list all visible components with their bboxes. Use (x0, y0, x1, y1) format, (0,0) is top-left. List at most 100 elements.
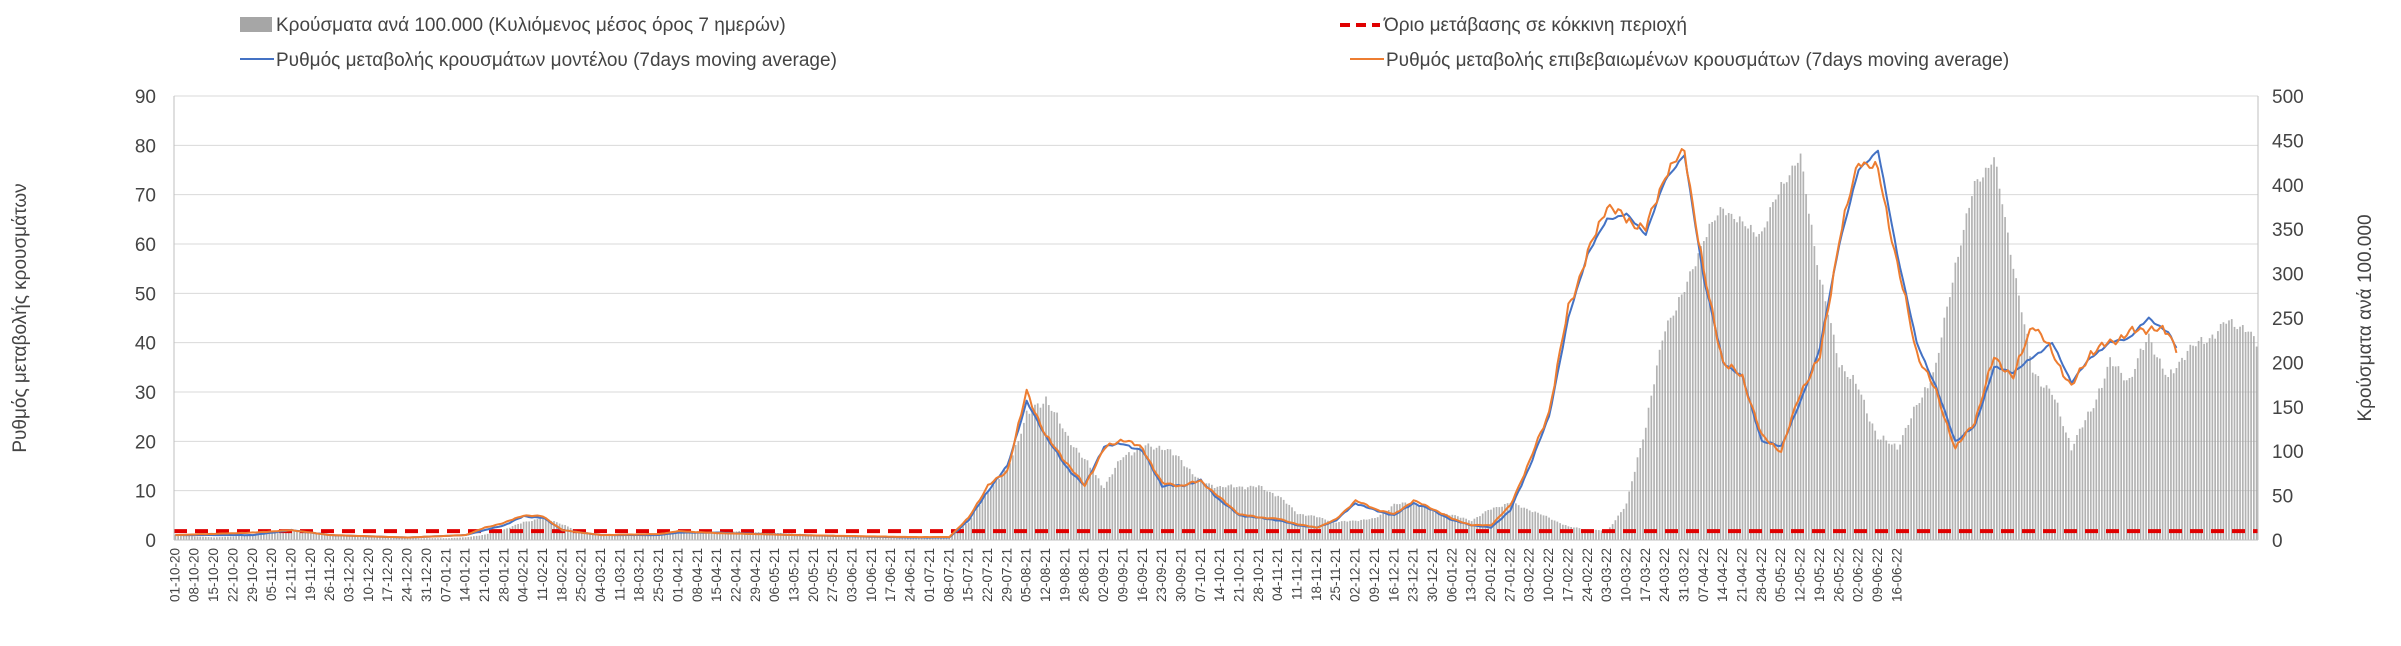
x-tick: 29-04-21 (748, 548, 763, 602)
x-tick: 10-06-21 (864, 548, 879, 602)
bar (2253, 336, 2255, 540)
x-tick-label: 01-10-20 (167, 548, 182, 602)
bar (699, 531, 702, 540)
bar (1882, 435, 1885, 540)
bar (1937, 352, 1940, 540)
bar (2009, 254, 2012, 540)
x-tick-label: 24-03-22 (1657, 548, 1672, 602)
x-tick: 30-12-21 (1425, 548, 1440, 602)
bar (796, 534, 799, 540)
bar (238, 535, 240, 540)
bar (1973, 180, 1976, 541)
bar (1542, 515, 1545, 540)
y-right-tick-label: 0 (2272, 531, 2283, 552)
bar (890, 538, 893, 540)
bar (412, 538, 414, 540)
bar (1852, 374, 1854, 540)
bar (1031, 410, 1034, 540)
bar (1683, 292, 1686, 540)
bar (1589, 529, 1592, 540)
y-right-tick-label: 50 (2272, 487, 2293, 508)
bar (1567, 526, 1570, 540)
bar (1689, 271, 1691, 540)
bar (218, 537, 221, 540)
x-tick: 04-03-21 (593, 548, 608, 602)
x-tick: 08-07-21 (941, 548, 956, 602)
bar (1957, 256, 1959, 540)
bar (1141, 447, 1144, 540)
bar (2042, 387, 2045, 540)
bar (2065, 432, 2067, 540)
bar (2239, 326, 2241, 540)
bar (525, 521, 528, 540)
bar (1092, 472, 1094, 540)
bar (2092, 408, 2095, 540)
bar (2012, 268, 2015, 540)
bar (1224, 487, 1227, 540)
bar (1150, 446, 1152, 540)
bar (840, 535, 843, 540)
bar (2106, 366, 2109, 540)
x-tick-label: 23-09-21 (1154, 548, 1169, 602)
x-tick-label: 16-09-21 (1135, 548, 1150, 602)
bar (1418, 506, 1420, 540)
x-tick-label: 10-12-20 (361, 548, 376, 602)
bar (1714, 220, 1716, 540)
bar (1238, 486, 1241, 540)
bar (987, 492, 989, 540)
bar (766, 532, 768, 540)
bar (1443, 513, 1445, 540)
bar (497, 531, 500, 540)
bar (1971, 196, 1973, 540)
bar (478, 535, 481, 540)
bar (1755, 236, 1758, 541)
x-tick-label: 26-11-20 (322, 548, 337, 601)
bar (1962, 229, 1965, 540)
bar (1863, 399, 1865, 540)
bar (1515, 503, 1517, 540)
x-tick-label: 28-10-21 (1251, 548, 1266, 602)
bar (1078, 452, 1081, 540)
y-left-tick-label: 60 (135, 235, 156, 256)
bar (1849, 378, 1852, 540)
bar (1028, 413, 1031, 540)
y-right-title-group: Κρούσματα ανά 100.000 (2355, 214, 2376, 421)
x-tick-label: 16-06-22 (1889, 548, 1904, 602)
bar (1879, 439, 1882, 540)
bar (403, 538, 406, 540)
bar (2181, 357, 2183, 540)
bar (1885, 440, 1888, 540)
x-tick: 10-03-22 (1618, 548, 1633, 602)
bar (1658, 349, 1661, 540)
bar (2125, 380, 2128, 540)
bar (326, 534, 329, 540)
bar (2120, 372, 2123, 540)
x-tick-label: 18-03-21 (632, 548, 647, 602)
x-tick-label: 29-04-21 (748, 548, 763, 602)
bar (1796, 162, 1799, 540)
bar (2250, 331, 2252, 540)
x-tick: 26-11-20 (322, 548, 337, 601)
x-tick: 25-02-21 (574, 548, 589, 602)
bar (2161, 368, 2164, 540)
x-tick-label: 15-04-21 (709, 548, 724, 602)
bar (542, 517, 544, 540)
bar (2015, 278, 2018, 540)
bar (398, 537, 401, 540)
bar (1854, 383, 1857, 540)
bar (616, 534, 619, 540)
bar (1788, 175, 1791, 540)
y-left-tick-label: 90 (135, 87, 156, 108)
bar (2178, 361, 2181, 540)
x-tick-label: 27-01-22 (1502, 548, 1517, 602)
bar (2031, 372, 2034, 540)
bar (859, 536, 862, 540)
bar (1097, 478, 1100, 540)
bar (1363, 519, 1365, 540)
bar (735, 531, 738, 540)
bar (757, 532, 760, 540)
x-tick-label: 01-04-21 (670, 548, 685, 602)
bar (2067, 437, 2070, 540)
bar (2004, 217, 2006, 541)
